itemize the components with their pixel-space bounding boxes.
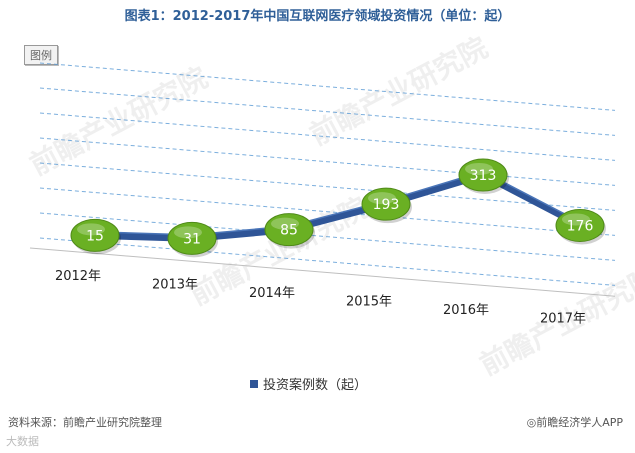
data-label: 85: [280, 223, 298, 239]
data-bubble: [555, 208, 605, 242]
data-point: 31: [167, 221, 218, 258]
data-label: 313: [470, 168, 497, 184]
x-tick-label: 2015年: [346, 295, 392, 310]
x-tick-label: 2016年: [443, 303, 489, 318]
x-tick-label: 2012年: [55, 269, 101, 284]
bottom-logo: 大数据: [6, 435, 39, 448]
data-bubble-gloss: [174, 226, 202, 239]
chart-grid: [29, 62, 616, 297]
data-bubble-gloss: [271, 217, 299, 230]
data-point: 193: [361, 187, 412, 224]
data-bubble-gloss: [368, 192, 396, 205]
x-axis-labels: 2012年 2013年 2014年 2015年 2016年 2017年: [55, 269, 586, 327]
series-ribbon: [95, 171, 580, 242]
legend-label: 投资案例数（起）: [263, 378, 368, 393]
chart-legend: 投资案例数（起）: [250, 374, 367, 393]
grid-line: [39, 212, 616, 261]
grid-line: [39, 237, 616, 286]
data-bubbles: 15 31 85 193 313 176: [70, 158, 606, 258]
data-label: 176: [567, 218, 594, 234]
data-bubble: [458, 158, 508, 192]
data-label: 193: [373, 197, 400, 213]
data-point: 313: [458, 158, 509, 194]
data-bubble-gloss: [465, 162, 493, 175]
data-bubble: [70, 218, 120, 252]
data-label: 15: [86, 228, 104, 244]
x-tick-label: 2013年: [152, 278, 198, 293]
data-bubble: [361, 187, 411, 221]
data-bubble-gloss: [77, 223, 105, 236]
data-point: 15: [70, 218, 121, 255]
grid-line: [39, 87, 616, 136]
legend-tag: 图例: [24, 45, 58, 65]
floor-edge: [29, 247, 616, 297]
grid-line: [39, 162, 616, 211]
source-note: 资料来源：前瞻产业研究院整理: [8, 416, 162, 429]
data-bubble: [264, 213, 314, 247]
data-label: 31: [183, 231, 201, 247]
grid-line: [39, 112, 616, 161]
grid-line: [39, 62, 616, 111]
data-point: 176: [555, 208, 606, 245]
x-tick-label: 2014年: [249, 286, 295, 301]
grid-line: [39, 137, 616, 186]
data-bubble: [167, 221, 217, 255]
data-bubble-gloss: [562, 213, 590, 226]
chart-title: 图表1：2012-2017年中国互联网医疗领域投资情况（单位：起）: [124, 9, 511, 24]
x-tick-label: 2017年: [540, 312, 586, 327]
credit-note: ◎前瞻经济学人APP: [526, 416, 623, 429]
data-point: 85: [264, 213, 315, 249]
legend-swatch: [250, 379, 258, 388]
grid-line: [39, 187, 616, 236]
